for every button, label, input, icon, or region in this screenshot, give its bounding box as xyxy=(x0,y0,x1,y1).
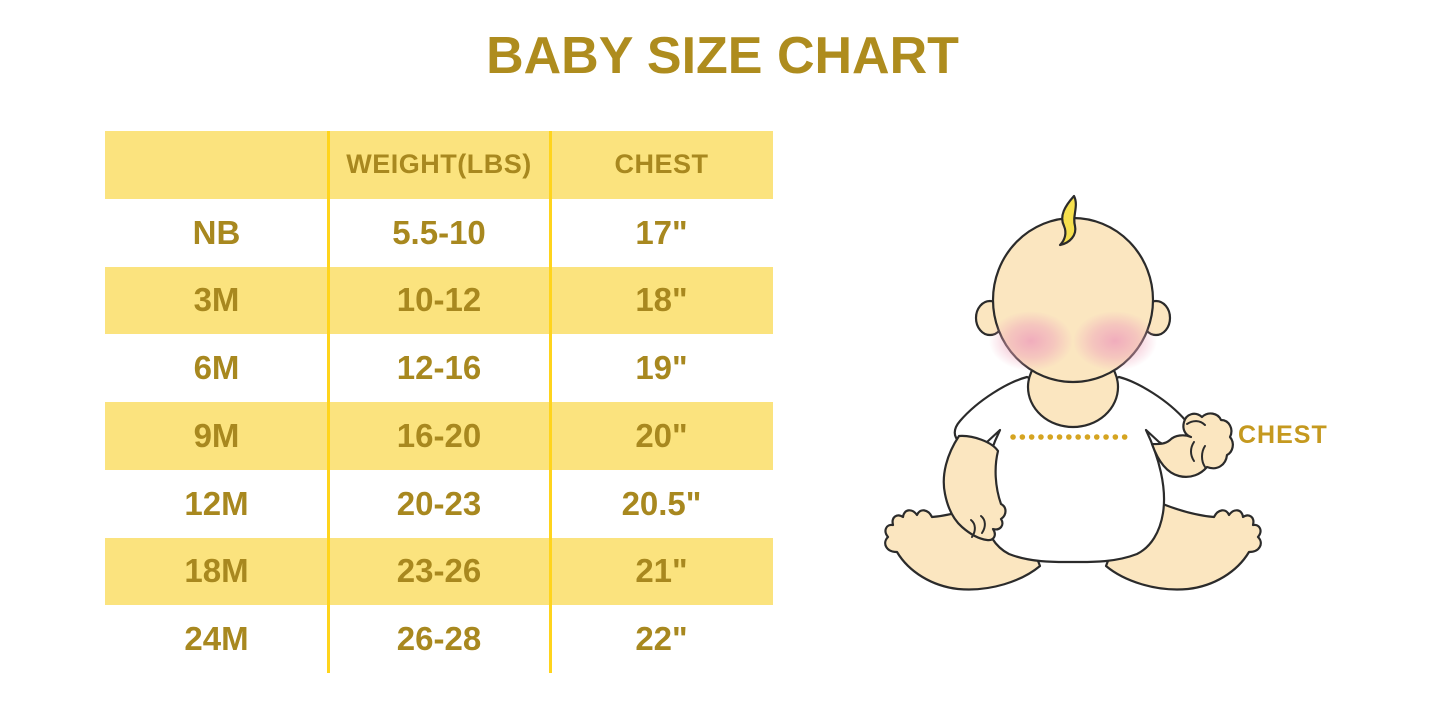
baby-illustration xyxy=(884,194,1262,591)
baby-right-fist-knuckle-line xyxy=(1190,441,1195,462)
baby-left-blush xyxy=(989,311,1073,371)
cell-weight: 20-23 xyxy=(396,484,482,522)
cell-chest: 20" xyxy=(635,416,688,454)
cell-weight: 16-20 xyxy=(396,416,482,454)
cell-size: 9M xyxy=(193,416,240,454)
baby-right-fist-knuckle-line xyxy=(1201,445,1206,468)
column-divider xyxy=(549,131,552,673)
header-cell-chest: CHEST xyxy=(614,149,709,180)
cell-chest: 21" xyxy=(635,552,688,590)
column-divider xyxy=(327,131,330,673)
size-table: WEIGHT(LBS) CHEST NB 5.5-10 17" 3M 10-12… xyxy=(105,131,773,673)
table-row: 6M 12-16 19" xyxy=(105,334,773,402)
cell-weight: 26-28 xyxy=(396,620,482,658)
baby-right-blush xyxy=(1073,311,1157,371)
header-cell-size xyxy=(105,131,328,199)
cell-chest: 20.5" xyxy=(621,484,702,522)
table-header-row: WEIGHT(LBS) CHEST xyxy=(105,131,773,199)
baby-hair-curl xyxy=(1058,194,1077,247)
baby-left-arm xyxy=(942,434,1007,542)
cell-weight: 5.5-10 xyxy=(392,213,486,251)
cell-weight: 12-16 xyxy=(396,349,482,387)
table-row: NB 5.5-10 17" xyxy=(105,199,773,267)
cell-weight: 23-26 xyxy=(396,552,482,590)
cell-size: 24M xyxy=(184,620,249,658)
cell-size: 18M xyxy=(184,552,249,590)
baby-left-hand-finger-line xyxy=(980,515,986,534)
cell-chest: 19" xyxy=(635,349,688,387)
table-row: 9M 16-20 20" xyxy=(105,402,773,470)
cell-size: 3M xyxy=(193,281,240,319)
cell-size: 12M xyxy=(184,484,249,522)
cell-size: 6M xyxy=(193,349,240,387)
cell-chest: 17" xyxy=(635,213,688,251)
table-row: 18M 23-26 21" xyxy=(105,537,773,606)
chest-label: CHEST xyxy=(1238,421,1328,449)
page-title: BABY SIZE CHART xyxy=(486,27,959,85)
cell-chest: 22" xyxy=(635,620,688,658)
cell-size: NB xyxy=(192,213,241,251)
baby-left-hand-finger-line xyxy=(970,519,976,538)
baby-right-fist-thumb-line xyxy=(1186,420,1206,426)
cell-chest: 18" xyxy=(635,281,688,319)
table-row: 3M 10-12 18" xyxy=(105,266,773,335)
cell-weight: 10-12 xyxy=(396,281,482,319)
table-row: 24M 26-28 22" xyxy=(105,605,773,673)
header-cell-weight: WEIGHT(LBS) xyxy=(346,149,532,180)
table-row: 12M 20-23 20.5" xyxy=(105,470,773,538)
